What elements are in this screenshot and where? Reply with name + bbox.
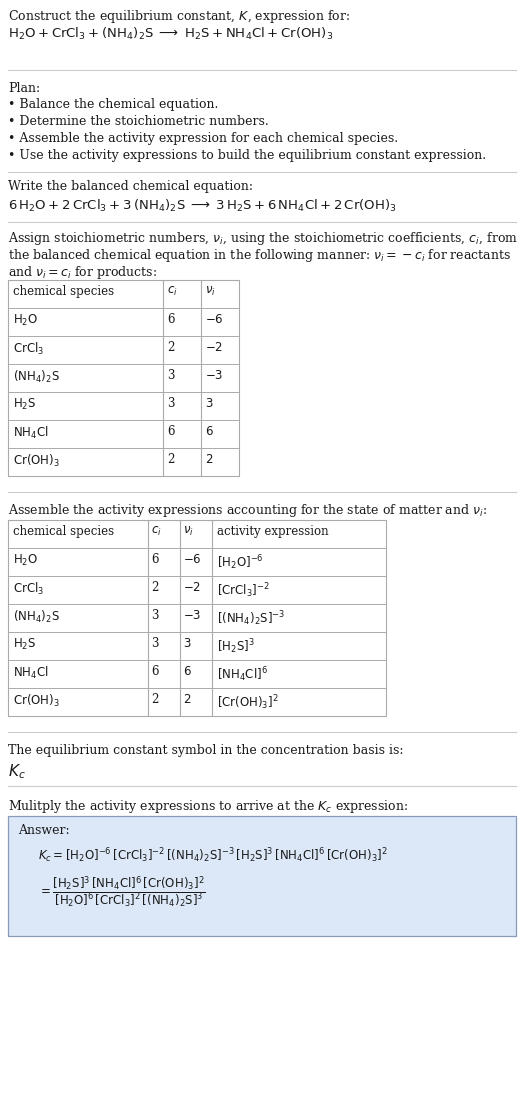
Text: $\mathrm{H_2S}$: $\mathrm{H_2S}$ <box>13 637 36 652</box>
Text: $-2$: $-2$ <box>183 581 201 594</box>
Text: $6$: $6$ <box>183 665 192 678</box>
Text: 2: 2 <box>167 453 174 466</box>
Text: $\mathrm{NH_4Cl}$: $\mathrm{NH_4Cl}$ <box>13 665 49 681</box>
Text: 6: 6 <box>167 426 174 438</box>
Text: $\nu_i$: $\nu_i$ <box>205 286 216 298</box>
Text: Assemble the activity expressions accounting for the state of matter and $\nu_i$: Assemble the activity expressions accoun… <box>8 502 487 519</box>
Text: $c_i$: $c_i$ <box>151 526 162 538</box>
Text: $-3$: $-3$ <box>183 609 201 622</box>
Text: Write the balanced chemical equation:: Write the balanced chemical equation: <box>8 180 253 193</box>
Text: $3$: $3$ <box>205 397 213 410</box>
Text: $-6$: $-6$ <box>183 553 202 565</box>
Text: • Assemble the activity expression for each chemical species.: • Assemble the activity expression for e… <box>8 132 398 146</box>
Bar <box>8 280 239 476</box>
Text: $-3$: $-3$ <box>205 369 223 382</box>
Text: and $\nu_i = c_i$ for products:: and $\nu_i = c_i$ for products: <box>8 264 157 281</box>
Text: $c_i$: $c_i$ <box>167 286 178 298</box>
Text: Mulitply the activity expressions to arrive at the $K_c$ expression:: Mulitply the activity expressions to arr… <box>8 798 408 815</box>
Text: $3$: $3$ <box>183 637 191 650</box>
Text: $6$: $6$ <box>205 426 214 438</box>
Text: 2: 2 <box>167 341 174 354</box>
Text: $\mathrm{NH_4Cl}$: $\mathrm{NH_4Cl}$ <box>13 426 49 441</box>
Text: $[\mathrm{NH_4Cl}]^{6}$: $[\mathrm{NH_4Cl}]^{6}$ <box>217 665 268 683</box>
Text: Assign stoichiometric numbers, $\nu_i$, using the stoichiometric coefficients, $: Assign stoichiometric numbers, $\nu_i$, … <box>8 230 518 247</box>
Text: The equilibrium constant symbol in the concentration basis is:: The equilibrium constant symbol in the c… <box>8 744 403 757</box>
Text: $[\mathrm{H_2S}]^{3}$: $[\mathrm{H_2S}]^{3}$ <box>217 637 255 655</box>
Text: $\mathrm{CrCl_3}$: $\mathrm{CrCl_3}$ <box>13 581 44 597</box>
Text: $2$: $2$ <box>205 453 213 466</box>
Text: $\mathrm{Cr(OH)_3}$: $\mathrm{Cr(OH)_3}$ <box>13 453 60 469</box>
Text: $\nu_i$: $\nu_i$ <box>183 526 194 538</box>
Text: $-6$: $-6$ <box>205 313 224 326</box>
Text: $K_c$: $K_c$ <box>8 762 26 781</box>
Text: $\mathrm{(NH_4)_2S}$: $\mathrm{(NH_4)_2S}$ <box>13 369 60 386</box>
Text: $\mathrm{H_2O}$: $\mathrm{H_2O}$ <box>13 553 38 568</box>
Text: Answer:: Answer: <box>18 824 70 837</box>
Text: $\mathrm{H_2O}$: $\mathrm{H_2O}$ <box>13 313 38 328</box>
Text: activity expression: activity expression <box>217 526 329 538</box>
Text: 3: 3 <box>151 609 158 622</box>
Text: $\mathrm{Cr(OH)_3}$: $\mathrm{Cr(OH)_3}$ <box>13 693 60 709</box>
Text: 2: 2 <box>151 581 158 594</box>
Text: Construct the equilibrium constant, $K$, expression for:: Construct the equilibrium constant, $K$,… <box>8 8 350 26</box>
Bar <box>8 815 516 935</box>
Text: $-2$: $-2$ <box>205 341 223 354</box>
Bar <box>8 520 386 715</box>
Text: $= \dfrac{[\mathrm{H_2S}]^{3}\,[\mathrm{NH_4Cl}]^{6}\,[\mathrm{Cr(OH)_3}]^{2}}{[: $= \dfrac{[\mathrm{H_2S}]^{3}\,[\mathrm{… <box>38 874 205 910</box>
Text: $[\mathrm{Cr(OH)_3}]^{2}$: $[\mathrm{Cr(OH)_3}]^{2}$ <box>217 693 279 712</box>
Text: • Use the activity expressions to build the equilibrium constant expression.: • Use the activity expressions to build … <box>8 149 486 162</box>
Text: $\mathrm{CrCl_3}$: $\mathrm{CrCl_3}$ <box>13 341 44 357</box>
Text: $\mathrm{H_2O + CrCl_3 + (NH_4)_2S}$$\mathrm{\;\longrightarrow\; H_2S + NH_4Cl +: $\mathrm{H_2O + CrCl_3 + (NH_4)_2S}$$\ma… <box>8 26 333 42</box>
Text: Plan:: Plan: <box>8 82 40 96</box>
Text: chemical species: chemical species <box>13 526 114 538</box>
Text: $K_c = [\mathrm{H_2O}]^{-6}\,[\mathrm{CrCl_3}]^{-2}\,[(\mathrm{NH_4})_2\mathrm{S: $K_c = [\mathrm{H_2O}]^{-6}\,[\mathrm{Cr… <box>38 845 388 864</box>
Text: $[\mathrm{H_2O}]^{-6}$: $[\mathrm{H_2O}]^{-6}$ <box>217 553 264 572</box>
Text: $\mathrm{6\,H_2O + 2\,CrCl_3 + 3\,(NH_4)_2S}$$\mathrm{\;\longrightarrow\; 3\,H_2: $\mathrm{6\,H_2O + 2\,CrCl_3 + 3\,(NH_4)… <box>8 198 397 214</box>
Text: chemical species: chemical species <box>13 286 114 298</box>
Text: $[\mathrm{CrCl_3}]^{-2}$: $[\mathrm{CrCl_3}]^{-2}$ <box>217 581 270 600</box>
Text: 6: 6 <box>151 665 158 678</box>
Text: 6: 6 <box>167 313 174 326</box>
Text: the balanced chemical equation in the following manner: $\nu_i = -c_i$ for react: the balanced chemical equation in the fo… <box>8 247 511 264</box>
Text: 6: 6 <box>151 553 158 565</box>
Text: $\mathrm{H_2S}$: $\mathrm{H_2S}$ <box>13 397 36 412</box>
Text: • Determine the stoichiometric numbers.: • Determine the stoichiometric numbers. <box>8 116 269 128</box>
Text: • Balance the chemical equation.: • Balance the chemical equation. <box>8 98 219 111</box>
Text: 3: 3 <box>167 369 174 382</box>
Text: 3: 3 <box>151 637 158 650</box>
Text: 2: 2 <box>151 693 158 705</box>
Text: $[(\mathrm{NH_4})_2\mathrm{S}]^{-3}$: $[(\mathrm{NH_4})_2\mathrm{S}]^{-3}$ <box>217 609 286 628</box>
Text: 3: 3 <box>167 397 174 410</box>
Text: $2$: $2$ <box>183 693 191 705</box>
Text: $\mathrm{(NH_4)_2S}$: $\mathrm{(NH_4)_2S}$ <box>13 609 60 625</box>
